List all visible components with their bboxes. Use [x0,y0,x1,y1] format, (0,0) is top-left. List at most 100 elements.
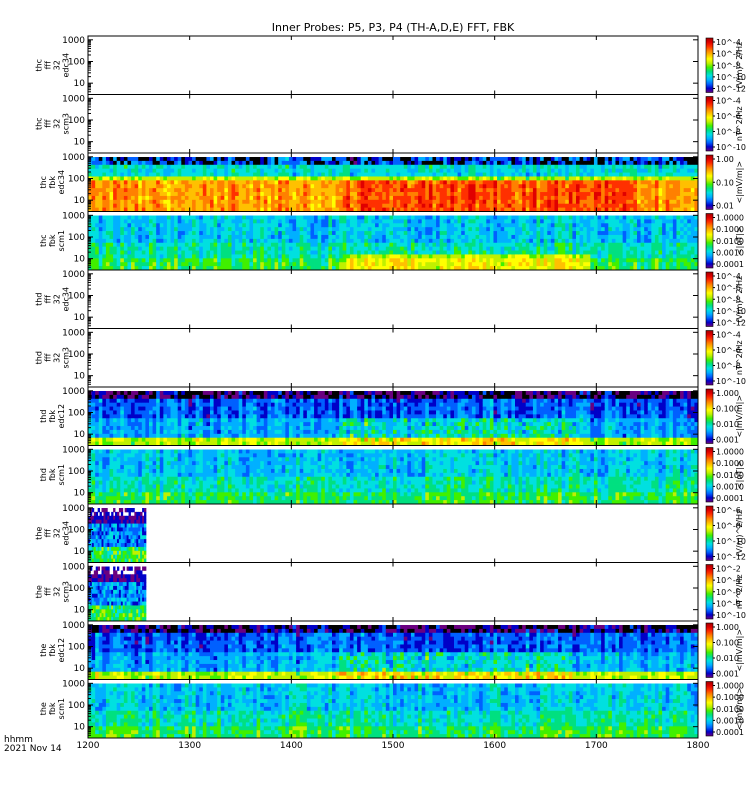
heatmap-cell [637,157,641,162]
heatmap-cell [170,219,175,224]
heatmap-cell [123,164,128,170]
heatmap-cell [400,176,405,181]
colorbar-unit: <|mV/m|> [735,161,744,204]
heatmap-cell [583,258,588,263]
heatmap-cell [493,192,498,197]
heatmap-cell [210,199,214,205]
heatmap-cell [328,192,333,197]
heatmap-cell [676,176,681,181]
heatmap-cell [256,164,261,170]
heatmap-cell [195,168,200,173]
heatmap-cell [260,254,265,259]
heatmap-cell [174,195,179,201]
heatmap-cell [249,192,254,197]
heatmap-cell [515,203,519,208]
heatmap-cell [202,180,207,185]
heatmap-cell [662,258,667,263]
heatmap-cell [349,199,354,205]
heatmap-cell [532,215,537,220]
heatmap-cell [522,215,527,220]
heatmap-cell [586,231,591,236]
heatmap-cell [461,157,466,162]
heatmap-cell [683,234,688,240]
heatmap-cell [105,254,110,259]
heatmap-cell [88,238,92,244]
heatmap-cell [475,234,480,240]
panel-3: 101001000thcfbkscm11.00000.10000.01000.0… [39,211,744,271]
heatmap-cell [529,180,534,185]
heatmap-cell [432,184,437,189]
heatmap-cell [141,176,146,181]
heatmap-cell [439,227,444,232]
heatmap-cell [443,215,448,220]
colorbar-tick-label: 0.01 [716,202,734,211]
heatmap-cell [303,250,308,255]
heatmap-cell [665,238,670,244]
heatmap-cell [303,168,308,173]
heatmap-cell [511,262,516,267]
heatmap-cell [91,246,96,251]
heatmap-cell [454,231,458,236]
heatmap-cell [134,266,139,271]
heatmap-cell [120,180,125,185]
heatmap-cell [116,262,121,267]
heatmap-cell [281,180,286,185]
heatmap-cell [647,231,652,236]
heatmap-cell [428,246,433,251]
heatmap-cell [213,192,218,197]
heatmap-cell [507,254,512,259]
heatmap-cell [504,168,509,173]
heatmap-cell [256,250,261,255]
heatmap-cell [457,157,462,162]
heatmap-cell [332,168,336,173]
heatmap-cell [683,160,688,166]
heatmap-cell [504,157,509,162]
heatmap-cell [611,231,616,236]
heatmap-cell [149,246,153,251]
heatmap-cell [367,266,372,271]
heatmap-cell [91,157,96,162]
heatmap-cell [421,246,426,251]
heatmap-cell [658,160,663,166]
heatmap-cell [292,215,297,220]
heatmap-cell [550,195,555,201]
heatmap-cell [593,168,598,173]
heatmap-cell [615,172,620,177]
heatmap-cell [396,258,401,263]
heatmap-cell [382,172,387,177]
heatmap-cell [676,180,681,185]
heatmap-cell [145,180,150,185]
heatmap-cell [475,215,480,220]
heatmap-cell [410,207,415,212]
heatmap-cell [127,168,132,173]
heatmap-cell [166,180,171,185]
heatmap-cell [669,254,674,259]
heatmap-cell [579,192,584,197]
heatmap-cell [500,184,505,189]
heatmap-cell [450,164,455,170]
heatmap-cell [647,258,652,263]
heatmap-cell [450,207,455,212]
heatmap-cell [611,234,616,240]
heatmap-cell [443,227,448,232]
heatmap-cell [407,168,412,173]
heatmap-cell [188,242,193,248]
heatmap-cell [357,258,362,263]
heatmap-cell [375,227,380,232]
heatmap-cell [321,223,326,228]
heatmap-cell [371,215,376,220]
heatmap-cell [676,266,681,271]
heatmap-cell [486,168,491,173]
heatmap-cell [324,164,329,170]
heatmap-cell [138,231,143,236]
heatmap-cell [608,207,613,212]
heatmap-cell [271,262,275,267]
heatmap-cell [436,246,441,251]
heatmap-cell [145,172,150,177]
heatmap-cell [152,246,157,251]
heatmap-cell [310,188,315,193]
heatmap-cell [267,203,272,208]
heatmap-cell [454,188,458,193]
heatmap-cell [468,160,473,166]
heatmap-cell [385,195,390,201]
